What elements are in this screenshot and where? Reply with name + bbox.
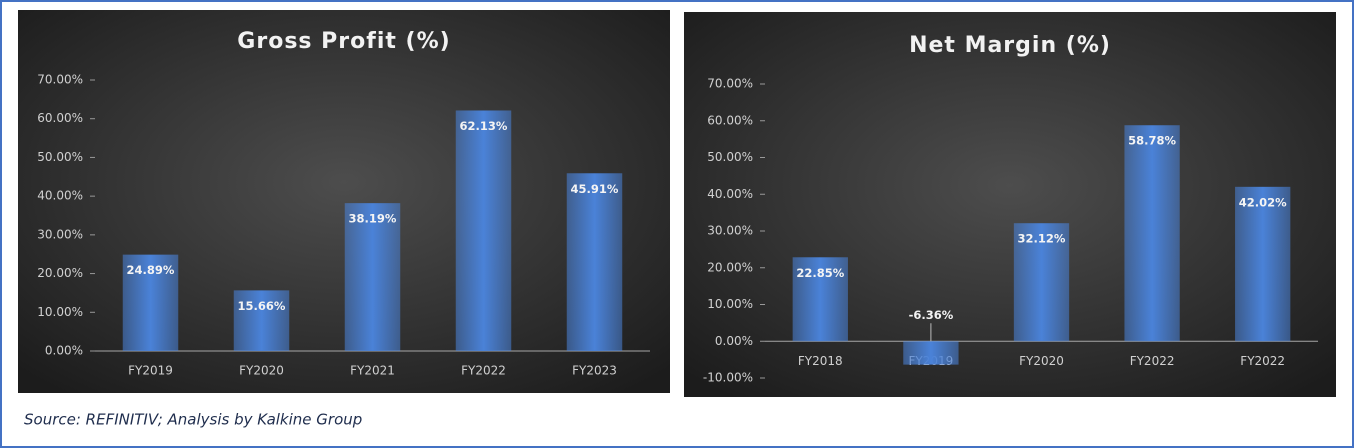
bar [233,290,290,351]
bar [1013,223,1070,342]
bar [566,173,623,351]
x-tick-label: FY2019 [128,364,173,378]
value-label: 24.89% [127,263,175,277]
bar [903,341,959,365]
value-label: -6.36% [909,308,954,322]
x-tick-label: FY2022 [1240,354,1285,368]
value-label: 15.66% [238,299,286,313]
bar [792,257,848,342]
y-tick-label: 20.00% [707,260,753,274]
y-tick-label: 60.00% [707,113,753,127]
y-tick-label: 40.00% [707,187,753,201]
value-label: 42.02% [1239,195,1287,209]
y-tick-label: 30.00% [37,227,83,241]
x-tick-label: FY2022 [1130,354,1175,368]
y-tick-label: 0.00% [715,334,753,348]
y-tick-label: 30.00% [707,224,753,238]
y-tick-label: 70.00% [37,73,83,87]
bar [1124,125,1180,342]
y-tick-label: 50.00% [707,150,753,164]
x-tick-label: FY2023 [572,364,617,378]
y-tick-label: 40.00% [37,189,83,203]
y-tick-label: 50.00% [37,150,83,164]
value-label: 38.19% [349,212,397,226]
bar [344,203,401,351]
x-tick-label: FY2020 [1019,354,1064,368]
chart-title: Gross Profit (%) [237,29,450,54]
bar [1235,186,1291,342]
value-label: 62.13% [460,119,508,133]
y-tick-label: -10.00% [703,371,753,385]
x-tick-label: FY2018 [798,354,843,368]
value-label: 22.85% [796,266,844,280]
y-tick-label: 10.00% [37,305,83,319]
bar [455,110,512,351]
x-tick-label: FY2021 [350,364,395,378]
value-label: 58.78% [1128,134,1176,148]
x-tick-label: FY2022 [461,364,506,378]
y-tick-label: 70.00% [707,77,753,91]
source-note: Source: REFINITIV; Analysis by Kalkine G… [24,411,362,429]
chart-title: Net Margin (%) [909,33,1111,58]
value-label: 32.12% [1018,232,1066,246]
value-label: 45.91% [571,182,619,196]
y-tick-label: 20.00% [37,266,83,280]
bar [122,254,179,351]
x-tick-label: FY2020 [239,364,284,378]
y-tick-label: 0.00% [45,344,83,358]
y-tick-label: 10.00% [707,297,753,311]
y-tick-label: 60.00% [37,111,83,125]
